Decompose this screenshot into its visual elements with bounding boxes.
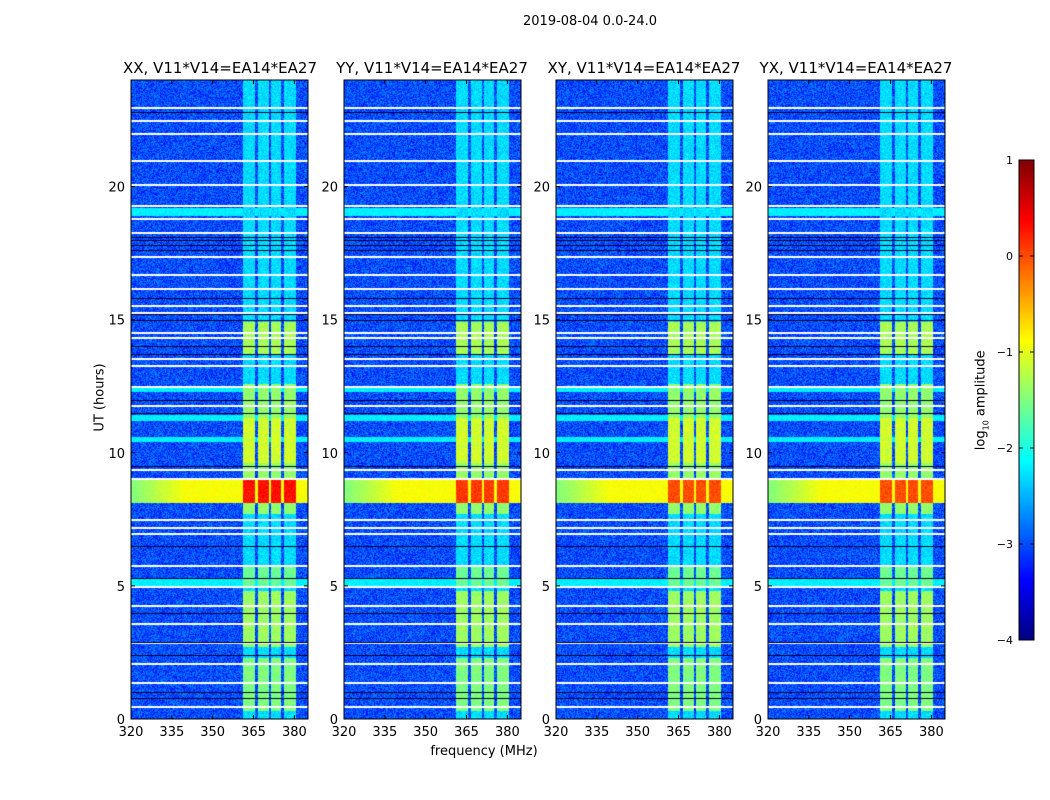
panel-frame [767, 79, 946, 720]
panel-frame [555, 79, 734, 720]
panel-title-yx: YX, V11*V14=EA14*EA27 [759, 59, 953, 77]
y-tick-label: 15 [745, 314, 762, 329]
y-axis-label: UT (hours) [92, 363, 108, 432]
y-tick-label: 10 [533, 447, 550, 462]
heatmap-yx [768, 80, 945, 719]
x-tick-label: 320 [756, 725, 781, 740]
x-tick-label: 335 [159, 725, 184, 740]
y-tick-label: 10 [745, 447, 762, 462]
y-tick-label: 5 [117, 580, 125, 595]
colorbar [1019, 160, 1034, 640]
colorbar-tick-label: 1 [1006, 154, 1013, 167]
panel-frame [343, 79, 522, 720]
x-tick-label: 320 [544, 725, 569, 740]
y-tick-label: 5 [542, 580, 550, 595]
y-tick-label: 20 [745, 181, 762, 196]
y-tick-label: 20 [533, 181, 550, 196]
panel-frame [130, 79, 309, 720]
x-tick-label: 320 [119, 725, 144, 740]
y-tick-label: 15 [108, 314, 125, 329]
x-tick-label: 320 [332, 725, 357, 740]
x-tick-label: 350 [413, 725, 438, 740]
x-tick-label: 335 [584, 725, 609, 740]
y-tick-label: 0 [754, 713, 762, 728]
x-tick-label: 365 [666, 725, 691, 740]
y-tick-label: 0 [542, 713, 550, 728]
colorbar-tick-label: −1 [997, 346, 1013, 359]
x-tick-label: 350 [200, 725, 225, 740]
y-tick-label: 10 [108, 447, 125, 462]
x-tick-label: 365 [878, 725, 903, 740]
colorbar-tick-label: −3 [997, 538, 1013, 551]
x-tick-label: 380 [707, 725, 732, 740]
y-tick-label: 15 [533, 314, 550, 329]
panel-title-yy: YY, V11*V14=EA14*EA27 [336, 59, 528, 77]
x-tick-label: 365 [241, 725, 266, 740]
heatmap-xx [131, 80, 308, 719]
figure-title: 2019-08-04 0.0-24.0 [523, 14, 657, 29]
x-tick-label: 380 [919, 725, 944, 740]
y-tick-label: 20 [321, 181, 338, 196]
y-tick-label: 5 [330, 580, 338, 595]
x-tick-label: 380 [282, 725, 307, 740]
colorbar-label: log10 amplitude [973, 350, 991, 451]
x-tick-label: 350 [837, 725, 862, 740]
colorbar-tick-label: 0 [1006, 250, 1013, 263]
heatmap-xy [556, 80, 733, 719]
x-tick-label: 365 [454, 725, 479, 740]
x-tick-label: 335 [372, 725, 397, 740]
colorbar-tick-label: −4 [997, 634, 1013, 647]
y-tick-label: 0 [117, 713, 125, 728]
panel-title-xy: XY, V11*V14=EA14*EA27 [547, 59, 741, 77]
y-tick-label: 20 [108, 181, 125, 196]
x-tick-label: 335 [796, 725, 821, 740]
x-tick-label: 380 [495, 725, 520, 740]
panel-title-xx: XX, V11*V14=EA14*EA27 [122, 59, 317, 77]
colorbar-tick-label: −2 [997, 442, 1013, 455]
heatmap-yy [344, 80, 521, 719]
x-axis-label: frequency (MHz) [430, 744, 538, 759]
colorbar-frame [1018, 159, 1035, 641]
y-tick-label: 5 [754, 580, 762, 595]
y-tick-label: 10 [321, 447, 338, 462]
y-tick-label: 15 [321, 314, 338, 329]
x-tick-label: 350 [625, 725, 650, 740]
y-tick-label: 0 [330, 713, 338, 728]
